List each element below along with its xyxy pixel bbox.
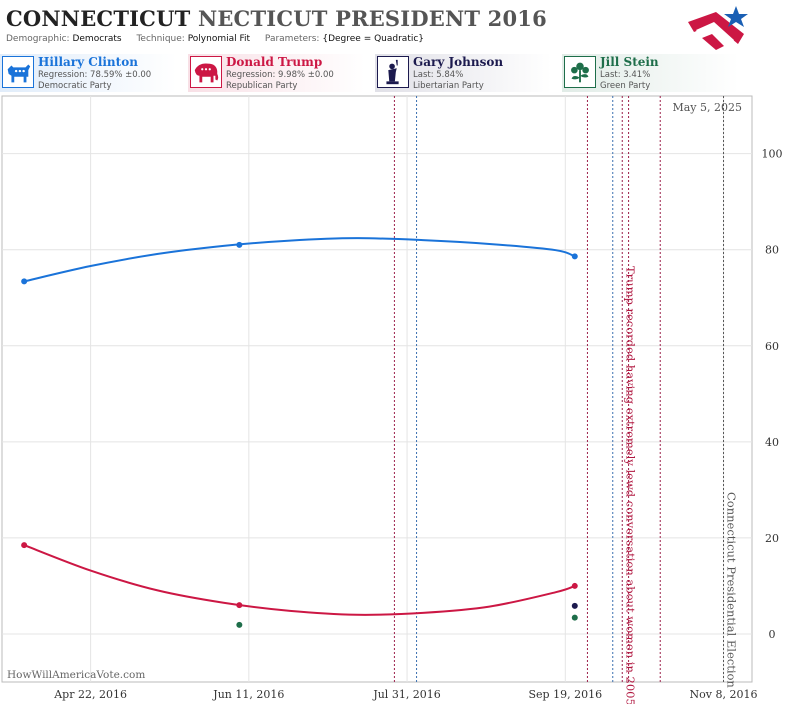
parameters-value: {Degree = Quadratic} [322,34,425,44]
data-point [236,241,243,248]
x-tick-label: Apr 22, 2016 [53,688,127,701]
data-point [236,621,243,628]
candidate-regression: Regression: 9.98% ±0.00 [226,70,334,80]
statue-of-liberty-icon [377,56,409,88]
technique-label: Technique: [136,34,185,44]
candidate-card-clinton: Hillary Clinton Regression: 78.59% ±0.00… [0,54,186,92]
axis-labels: 0 20 40 60 80 100 Apr 22, 2016 Jun 11, 2016 Jul … [53,148,782,701]
candidate-name: Gary Johnson [413,55,504,69]
candidate-legend: Hillary Clinton Regression: 78.59% ±0.00… [0,54,789,92]
candidate-last-value: Last: 3.41% [600,70,651,80]
event-annotations: Trump recorded having extremely lewd con… [623,266,738,704]
header: CONNECTICUT NECTICUT PRESIDENT 2016 Demo… [0,0,789,52]
candidate-party: Libertarian Party [413,81,484,91]
x-tick-label: Jul 31, 2016 [372,688,441,701]
y-tick-label: 100 [762,148,783,161]
y-tick-label: 20 [765,532,779,545]
series-line [23,544,576,616]
x-tick-label: Nov 8, 2016 [690,688,758,701]
candidate-party: Green Party [600,81,651,91]
site-logo-icon [688,6,748,50]
title-main: CONNECTICUT [6,6,191,31]
candidate-regression: Regression: 78.59% ±0.00 [38,70,152,80]
candidate-name: Donald Trump [226,55,323,69]
date-label: May 5, 2025 [672,101,742,114]
parameters-line: Demographic: Democrats Technique: Polyno… [6,34,436,44]
event-lines [393,96,725,682]
y-tick-label: 0 [769,628,776,641]
data-point [571,582,578,589]
x-tick-label: Sep 19, 2016 [529,688,603,701]
event-annotation: Trump recorded having extremely lewd con… [623,266,637,704]
technique-value: Polynomial Fit [187,34,251,44]
data-point [21,542,28,549]
plot-area [1,95,753,683]
data-point [21,278,28,285]
demographic-label: Demographic: [6,34,70,44]
y-tick-label: 80 [765,244,779,257]
series-line [23,237,576,283]
candidate-card-stein: Jill Stein Last: 3.41% Green Party [562,54,748,92]
candidate-name: Hillary Clinton [38,55,138,69]
series-lines [23,237,576,616]
page-title: CONNECTICUT NECTICUT PRESIDENT 2016 [6,6,547,31]
y-tick-label: 60 [765,340,779,353]
candidate-last-value: Last: 5.84% [413,70,464,80]
x-tick-label: Jun 11, 2016 [212,688,284,701]
candidate-card-johnson: Gary Johnson Last: 5.84% Libertarian Par… [375,54,561,92]
data-point [571,614,578,621]
candidate-name: Jill Stein [600,55,659,69]
candidate-card-trump: Donald Trump Regression: 9.98% ±0.00 Rep… [188,54,374,92]
parameters-label: Parameters: [264,34,320,44]
series-points [21,241,578,628]
candidate-party: Democratic Party [38,81,112,91]
data-point [571,602,578,609]
data-point [571,253,578,260]
watermark: HowWillAmericaVote.com [7,669,145,681]
event-annotation: Connecticut Presidential Election [725,492,739,688]
demographic-value: Democrats [72,34,122,44]
democrat-donkey-icon [2,56,34,88]
title-sub: NECTICUT PRESIDENT 2016 [197,6,547,31]
green-party-flower-icon [564,56,596,88]
y-tick-label: 40 [765,436,779,449]
republican-elephant-icon [190,56,222,88]
candidate-party: Republican Party [226,81,298,91]
data-point [236,602,243,609]
plot-frame [1,95,753,683]
